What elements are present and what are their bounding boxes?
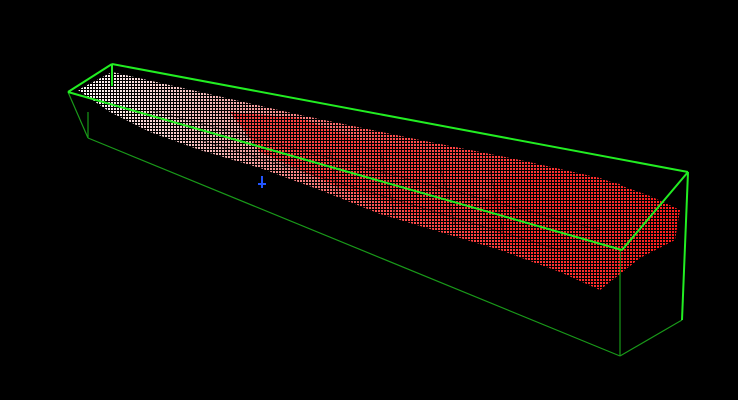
point-cloud-stripes	[149, 109, 601, 251]
bounding-box	[67, 63, 689, 321]
axes-gizmo-icon	[258, 176, 266, 188]
